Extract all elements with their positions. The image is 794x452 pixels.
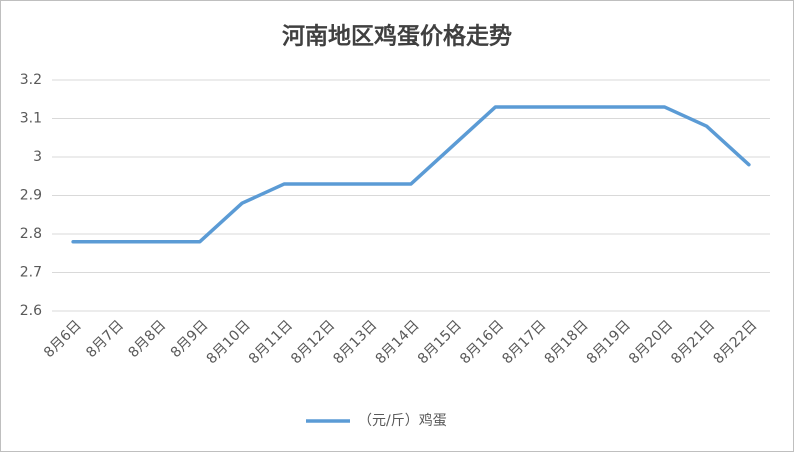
y-tick-label: 3 (33, 149, 42, 165)
y-tick-label: 3.1 (20, 111, 42, 127)
y-tick-label: 2.6 (20, 303, 42, 319)
chart-title: 河南地区鸡蛋价格走势 (282, 23, 512, 50)
legend-label: （元/斤）鸡蛋 (358, 412, 447, 429)
series-line (71, 105, 751, 244)
y-tick-label: 2.7 (20, 265, 42, 281)
y-tick-label: 2.9 (20, 188, 42, 204)
y-tick-label: 3.2 (20, 72, 42, 88)
y-tick-label: 2.8 (20, 226, 42, 242)
